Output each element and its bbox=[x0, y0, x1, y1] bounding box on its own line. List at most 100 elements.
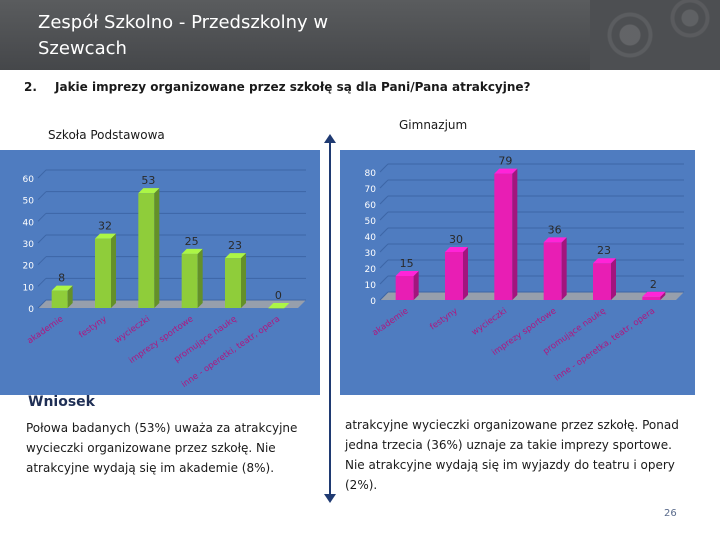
chart0-bar-front bbox=[51, 290, 68, 308]
chart1-data-label: 15 bbox=[400, 257, 414, 270]
chart-primary-school: 0 10 20 30 40 50 60 8 akademie 32 festyny 53 wyciecz… bbox=[0, 150, 320, 395]
chart1-category-label: wycieczki bbox=[470, 306, 509, 338]
chart1-gridline-side bbox=[379, 195, 389, 205]
chart0-bar-top bbox=[95, 233, 116, 239]
divider-arrow-down bbox=[324, 494, 336, 503]
conclusion-title: Wniosek bbox=[28, 394, 95, 410]
chart0-data-label: 25 bbox=[185, 235, 199, 248]
chart0-data-label: 23 bbox=[228, 239, 242, 252]
chart1-bar bbox=[642, 291, 666, 300]
chart1-data-label: 2 bbox=[650, 278, 657, 291]
chart1-gridline-side bbox=[379, 211, 389, 221]
chart1-ytick-label: 80 bbox=[365, 169, 377, 179]
chart0-gridline-side bbox=[37, 212, 47, 222]
chart1-ytick-label: 10 bbox=[365, 281, 377, 291]
chart0-bar-front bbox=[95, 238, 111, 308]
chart1-ytick-label: 70 bbox=[365, 185, 377, 195]
chart1-bar-side bbox=[660, 291, 666, 300]
chart0-bar-side bbox=[197, 248, 203, 308]
chart0-ytick-label: 0 bbox=[28, 305, 34, 315]
chart0-ytick-label: 10 bbox=[23, 283, 35, 293]
chart0-bar bbox=[95, 233, 116, 308]
chart1-bar-front bbox=[543, 242, 562, 300]
chart1-bar-front bbox=[494, 173, 513, 300]
chart1-category-label: festyny bbox=[428, 306, 459, 332]
header-decoration bbox=[590, 0, 720, 70]
chart1-ytick-label: 60 bbox=[365, 201, 377, 211]
chart0-bar bbox=[181, 248, 203, 308]
chart0-gridline-side bbox=[37, 299, 47, 309]
chart1-bar-top bbox=[543, 237, 567, 243]
conclusion-left: Połowa badanych (53%) uważa za atrakcyjn… bbox=[26, 421, 298, 475]
chart0-data-label: 53 bbox=[141, 174, 155, 187]
chart1-bar-top bbox=[445, 247, 468, 252]
chart0-bar-side bbox=[111, 233, 116, 308]
chart1-bar-top bbox=[494, 168, 518, 174]
chart0-bar-side bbox=[154, 188, 160, 308]
chart1-ytick-label: 40 bbox=[365, 233, 377, 243]
chart1-bar-side bbox=[561, 237, 567, 300]
chart-primary-school-svg: 0 10 20 30 40 50 60 8 akademie 32 festyny 53 wyciecz… bbox=[23, 169, 306, 390]
chart0-bar bbox=[138, 188, 160, 308]
chart1-category-label: akademie bbox=[371, 306, 411, 338]
chart0-bar bbox=[268, 303, 290, 309]
chart1-bar-side bbox=[413, 271, 419, 300]
chart-gimnazjum: 0 10 20 30 40 50 60 70 80 15 akademie 30 festyny 79 wy… bbox=[340, 150, 695, 395]
conclusion-right: atrakcyjne wycieczki organizowane przez … bbox=[345, 418, 679, 492]
chart0-ytick-label: 40 bbox=[23, 218, 35, 228]
chart1-gridline-side bbox=[379, 163, 389, 173]
chart0-bar-front bbox=[138, 193, 155, 308]
chart0-bar-top bbox=[51, 285, 73, 291]
chart1-gridline-side bbox=[379, 227, 389, 237]
chart-title-gimnazjum: Gimnazjum bbox=[399, 118, 468, 132]
chart1-gridline-side bbox=[379, 275, 389, 285]
chart0-bar-front bbox=[181, 253, 198, 308]
chart0-category-label: akademie bbox=[26, 314, 66, 346]
chart0-data-label: 0 bbox=[275, 289, 282, 302]
chart1-data-label: 79 bbox=[498, 155, 512, 168]
chart0-bar-front bbox=[268, 308, 285, 309]
chart1-bar-top bbox=[642, 291, 666, 297]
chart0-category-label: wycieczki bbox=[113, 314, 152, 346]
chart0-bar-side bbox=[67, 285, 73, 308]
chart0-gridline-side bbox=[37, 169, 47, 179]
chart-title-primary-school: Szkoła Podstawowa bbox=[48, 128, 165, 142]
chart-divider bbox=[329, 140, 331, 500]
chart1-bar-top bbox=[593, 258, 616, 264]
chart1-bar-side bbox=[611, 258, 616, 300]
chart0-bar-side bbox=[241, 253, 246, 308]
chart1-bar bbox=[494, 168, 518, 300]
chart1-bar-front bbox=[445, 252, 463, 300]
chart0-ytick-label: 60 bbox=[23, 175, 35, 185]
chart1-bar bbox=[593, 258, 616, 300]
slide-title: Zespół Szkolno - Przedszkolny w Szewcach bbox=[38, 12, 329, 59]
chart1-bar-side bbox=[463, 247, 468, 300]
chart0-floor bbox=[38, 300, 306, 308]
chart0-data-label: 32 bbox=[98, 220, 112, 233]
chart0-bar bbox=[51, 285, 73, 308]
chart0-bar-top bbox=[181, 248, 203, 254]
question-number: 2. bbox=[24, 80, 37, 94]
chart0-bar-front bbox=[225, 258, 241, 308]
chart0-gridline-side bbox=[37, 191, 47, 201]
chart1-bar bbox=[395, 271, 419, 300]
chart1-bar-side bbox=[512, 168, 518, 300]
chart1-bar bbox=[543, 237, 567, 300]
chart1-bar bbox=[445, 247, 468, 300]
chart0-gridline-side bbox=[37, 234, 47, 244]
chart0-category-label: festyny bbox=[77, 314, 108, 340]
chart0-bar-top bbox=[138, 188, 160, 194]
chart1-gridline-side bbox=[379, 291, 389, 301]
chart1-ytick-label: 50 bbox=[365, 217, 377, 227]
chart1-gridline-side bbox=[379, 243, 389, 253]
chart0-data-label: 8 bbox=[58, 272, 65, 285]
chart1-data-label: 36 bbox=[548, 223, 562, 236]
chart0-ytick-label: 30 bbox=[23, 240, 35, 250]
chart1-data-label: 23 bbox=[597, 244, 611, 257]
chart1-data-label: 30 bbox=[449, 233, 463, 246]
chart0-ytick-label: 50 bbox=[23, 197, 35, 207]
chart-gimnazjum-svg: 0 10 20 30 40 50 60 70 80 15 akademie 30 festyny 79 wy… bbox=[365, 155, 684, 384]
question-text: Jakie imprezy organizowane przez szkołę … bbox=[55, 80, 531, 94]
page-number: 26 bbox=[664, 508, 677, 519]
chart1-ytick-label: 20 bbox=[365, 265, 377, 275]
